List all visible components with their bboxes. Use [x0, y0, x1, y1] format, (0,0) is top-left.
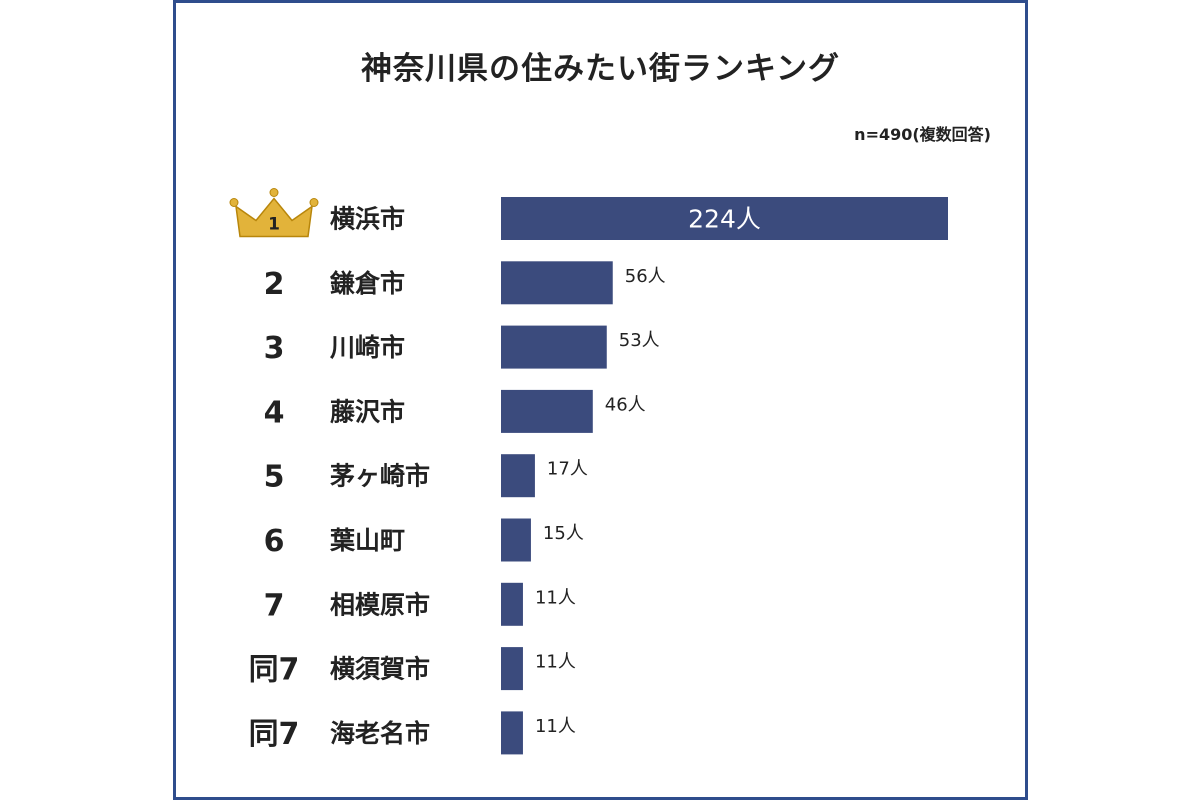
rank-label: 同7 [249, 653, 300, 688]
data-label: 11人 [535, 652, 576, 673]
bar [501, 261, 613, 305]
data-label: 56人 [625, 266, 666, 287]
category-label: 川崎市 [330, 333, 405, 362]
rank-label: 1 [268, 215, 280, 235]
rank-label: 3 [264, 331, 285, 366]
crown-jewel [229, 198, 239, 207]
category-label: 海老名市 [330, 719, 430, 748]
data-label: 15人 [543, 523, 584, 544]
rank-label: 同7 [249, 717, 300, 752]
rank-label: 4 [264, 395, 285, 430]
crown-jewel [269, 188, 279, 197]
rank-label: 6 [264, 524, 285, 559]
category-label: 茅ヶ崎市 [330, 462, 430, 491]
data-label: 46人 [605, 394, 646, 415]
crown-jewel [309, 198, 319, 207]
category-label: 相模原市 [330, 590, 430, 619]
data-label: 11人 [535, 716, 576, 737]
category-label: 横浜市 [330, 205, 405, 234]
bar [501, 582, 523, 626]
category-label: 横須賀市 [330, 655, 430, 684]
data-label: 53人 [619, 330, 660, 351]
bar [501, 518, 531, 562]
crown-icon: 1 [229, 188, 319, 238]
bar [501, 454, 535, 498]
rank-label: 5 [264, 460, 285, 495]
data-label: 11人 [535, 587, 576, 608]
category-label: 鎌倉市 [330, 269, 405, 298]
bar [501, 197, 948, 240]
data-label: 17人 [547, 459, 588, 480]
chart-title: 神奈川県の住みたい街ランキング [360, 51, 841, 87]
rank-label: 2 [264, 267, 285, 302]
bar [501, 389, 593, 433]
rank-label: 7 [264, 588, 285, 623]
chart-frame: 神奈川県の住みたい街ランキング n=490(複数回答) [173, 0, 1028, 800]
sample-size-note: n=490(複数回答) [854, 125, 991, 144]
data-label: 224人 [688, 205, 761, 234]
bar [501, 647, 523, 691]
bar [501, 711, 523, 755]
category-label: 葉山町 [329, 526, 405, 555]
crown-body [235, 197, 313, 238]
bar [501, 325, 607, 369]
category-label: 藤沢市 [330, 397, 405, 426]
